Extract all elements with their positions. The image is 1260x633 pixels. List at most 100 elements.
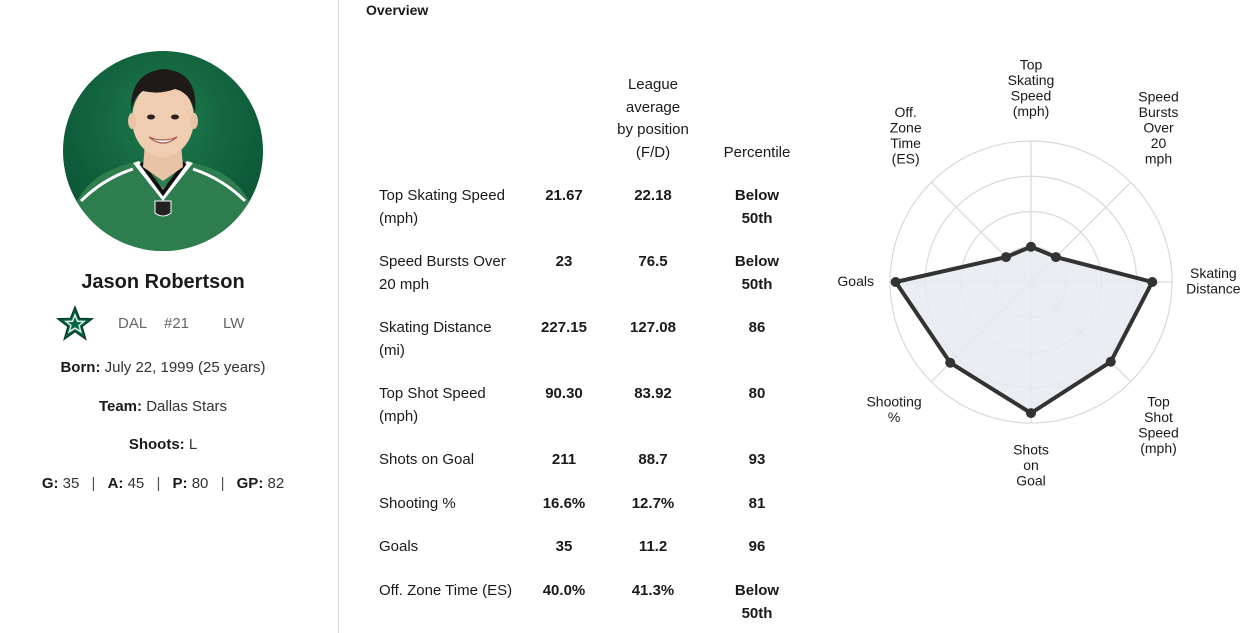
radar-axis-label-line: Goal [1016, 472, 1046, 488]
born-value: July 22, 1999 (25 years) [104, 359, 266, 376]
radar-axis-label-line: Speed [1138, 89, 1178, 105]
radar-axis-label-line: Shots [1013, 441, 1049, 457]
percentile-line: Below [734, 253, 780, 270]
radar-axis-label-line: Bursts [1139, 104, 1179, 120]
metric-label-line: Off. Zone Time (ES) [379, 582, 513, 599]
points-label: P: [172, 475, 188, 492]
percentile-line: 96 [748, 538, 766, 555]
metric-label: Speed Bursts Over 20 mph [379, 251, 529, 296]
header-line: average [625, 98, 681, 116]
metric-label: Shooting % [379, 493, 529, 516]
radar-data-point [945, 357, 956, 368]
radar-data-point [1050, 252, 1061, 263]
percentile-value: 96 [718, 536, 796, 559]
header-line: by position [617, 121, 689, 138]
radar-axis-label: Shooting% [866, 394, 921, 426]
percentile-line: 50th [741, 275, 773, 293]
radar-axis-label-line: Over [1143, 120, 1174, 136]
percentile-value: Below 50th [718, 580, 796, 625]
radar-axis-label-line: Speed [1011, 87, 1051, 103]
radar-axis-label: Shots on Goal [1013, 441, 1049, 488]
born-label: Born: [60, 359, 101, 376]
player-value: 16.6% [542, 495, 586, 512]
league-average-value: 83.92 [634, 385, 672, 402]
radar-axis-label-line: (mph) [1140, 440, 1177, 456]
radar-axis-label-line: Shooting [866, 394, 921, 410]
percentile-line: 50th [741, 604, 773, 622]
team-row: DAL #21 LW [56, 304, 316, 341]
radar-axis-label: Off. Zone Time (ES) [890, 104, 922, 167]
player-value: 21.67 [545, 187, 583, 204]
team-value: Dallas Stars [146, 398, 228, 415]
goals-value: 35 [62, 475, 80, 492]
metric-label: Top Skating Speed (mph) [379, 185, 529, 230]
team-line: Team: Dallas Stars [0, 398, 326, 415]
games-played-label: GP: [236, 475, 264, 492]
percentile-line: 86 [748, 319, 766, 336]
shoots-label: Shoots: [128, 436, 185, 453]
header-line: League [627, 76, 679, 93]
radar-data-point [1026, 408, 1036, 419]
goals-label: G: [41, 475, 59, 492]
dallas-stars-star-icon [56, 304, 94, 341]
player-value: 40.0% [542, 582, 586, 599]
metric-label-line: Speed Bursts Over [379, 253, 506, 270]
league-average-value: 76.5 [638, 253, 668, 270]
player-headshot [63, 51, 263, 251]
radar-axis-label: Skating Distance [1186, 265, 1241, 297]
assists-label: A: [107, 475, 124, 492]
radar-data-point [890, 277, 901, 287]
league-average-value: 12.7% [631, 495, 675, 512]
metric-label-line: Top Shot Speed [379, 385, 486, 402]
player-position: LW [223, 315, 245, 332]
percentile-value: 86 [718, 317, 796, 340]
separator: | [91, 475, 96, 492]
league-average-value: 88.7 [638, 451, 668, 468]
radar-axis-label-line: 20 [1151, 135, 1167, 151]
radar-axis-label-line: Distance [1186, 281, 1241, 297]
percentile-line: Below [734, 187, 780, 204]
separator: | [220, 475, 225, 492]
radar-axis-label-line: Top [1147, 394, 1170, 410]
player-value: 35 [555, 538, 573, 555]
percentile-line: Below [734, 582, 780, 599]
born-line: Born: July 22, 1999 (25 years) [0, 359, 326, 376]
radar-data-point [1001, 252, 1012, 263]
radar-axis-label-line: (ES) [892, 151, 920, 167]
radar-axis-label: Speed Bursts Over 20 mph [1138, 89, 1178, 167]
metric-label: Goals [379, 536, 529, 559]
percentile-value: Below 50th [718, 185, 796, 230]
metric-label-line: Skating Distance [379, 319, 492, 336]
percentile-value: 93 [718, 449, 796, 472]
league-average-value: 22.18 [634, 187, 672, 204]
league-average-value: 11.2 [638, 538, 668, 555]
metric-label-line: Top Skating Speed [379, 187, 505, 204]
metric-label-line: (mph) [379, 407, 419, 425]
metric-label: Top Shot Speed (mph) [379, 383, 529, 428]
radar-axis-label-line: mph [1145, 151, 1172, 167]
player-value: 90.30 [545, 385, 583, 402]
player-card: Jason Robertson DAL #21 LW Born: July 22… [0, 0, 339, 633]
radar-axis-label-line: Off. [895, 104, 917, 120]
radar-data-point [1026, 241, 1036, 252]
header-line: (F/D) [635, 143, 671, 161]
games-played-value: 82 [267, 475, 285, 492]
metric-label-line: (mi) [379, 341, 405, 359]
shoots-line: Shoots: L [0, 436, 326, 453]
percentile-value: 81 [718, 493, 796, 516]
radar-chart: Top Skating Speed (mph)Speed Bursts Over 20 mph… [837, 56, 1241, 488]
metric-label-line: Shooting % [379, 495, 456, 512]
radar-axis-label-line: Shot [1144, 409, 1173, 425]
assists-value: 45 [127, 475, 145, 492]
metric-label-line: (mph) [379, 209, 419, 227]
metric-label-line: 20 mph [379, 275, 430, 293]
radar-axis-label-line: Zone [890, 120, 922, 136]
radar-axis-label: Top Skating Speed (mph) [1008, 56, 1055, 119]
percentile-value: 80 [718, 383, 796, 406]
player-value: 227.15 [541, 319, 587, 336]
percentile-line: 50th [741, 209, 773, 227]
radar-data-point [1147, 277, 1158, 287]
team-label: Team: [98, 398, 143, 415]
league-average-header: League average by position (F/D) [606, 74, 700, 164]
player-value: 211 [551, 451, 577, 468]
